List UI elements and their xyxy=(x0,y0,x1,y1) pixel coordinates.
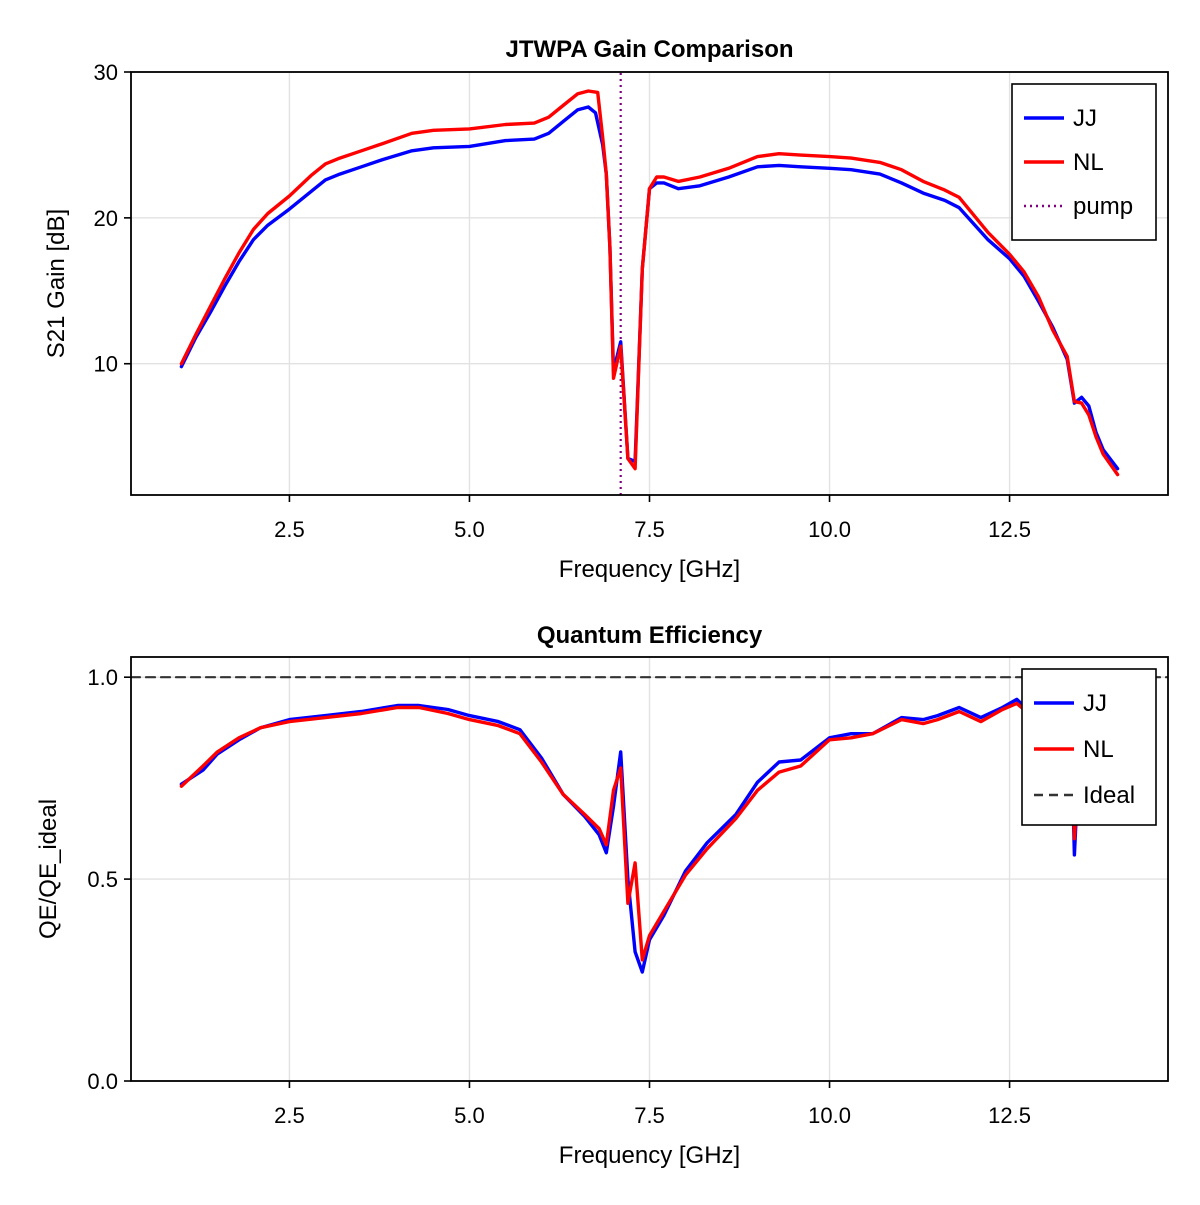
x-tick-label: 2.5 xyxy=(274,517,305,542)
x-tick-label: 5.0 xyxy=(454,517,485,542)
x-tick-label: 10.0 xyxy=(808,517,851,542)
x-axis-label: Frequency [GHz] xyxy=(559,1142,740,1169)
y-tick-label: 0.0 xyxy=(87,1069,118,1094)
y-tick-label: 1.0 xyxy=(87,665,118,690)
x-tick-label: 12.5 xyxy=(988,1103,1031,1128)
gain-chart-panel: 2.5 5.0 7.5 10.0 12.5 10 20 30 JTWPA Gain Compar… xyxy=(43,36,1169,583)
x-tick-label: 12.5 xyxy=(988,517,1031,542)
series-line-nl xyxy=(179,701,1080,962)
chart-title: JTWPA Gain Comparison xyxy=(505,36,793,63)
y-tick-label: 20 xyxy=(94,206,118,231)
x-axis-label: Frequency [GHz] xyxy=(559,556,740,583)
y-tick-label: 30 xyxy=(94,60,118,85)
x-tick-label: 5.0 xyxy=(454,1103,485,1128)
y-tick-label: 10 xyxy=(94,352,118,377)
quantum-efficiency-chart-panel: 2.5 5.0 7.5 10.0 12.5 0.0 0.5 1.0 Quantum Effici… xyxy=(35,622,1169,1169)
chart-title: Quantum Efficiency xyxy=(537,622,763,649)
legend-label-ideal: Ideal xyxy=(1083,782,1135,809)
legend: JJ NL pump xyxy=(1011,83,1157,241)
x-tick-label: 2.5 xyxy=(274,1103,305,1128)
legend-label-pump: pump xyxy=(1073,193,1133,220)
legend-label-jj: JJ xyxy=(1083,690,1107,717)
legend-label-nl: NL xyxy=(1083,736,1114,763)
y-tick-label: 0.5 xyxy=(87,867,118,892)
legend: JJ NL Ideal xyxy=(1021,668,1157,826)
legend-box xyxy=(1021,668,1157,826)
y-axis-label: QE/QE_ideal xyxy=(35,799,62,939)
x-tick-label: 10.0 xyxy=(808,1103,851,1128)
series-line-jj xyxy=(179,697,1080,974)
legend-label-jj: JJ xyxy=(1073,105,1097,132)
series-line-nl xyxy=(179,89,1120,477)
y-axis-label: S21 Gain [dB] xyxy=(43,209,70,358)
legend-label-nl: NL xyxy=(1073,149,1104,176)
x-tick-label: 7.5 xyxy=(634,1103,665,1128)
x-tick-label: 7.5 xyxy=(634,517,665,542)
